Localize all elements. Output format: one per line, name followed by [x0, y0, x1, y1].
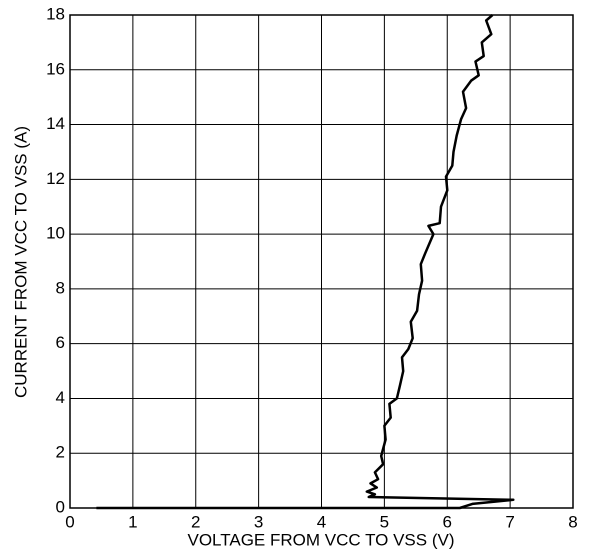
y-tick-label: 6 [56, 333, 65, 352]
y-tick-label: 16 [46, 59, 65, 78]
x-tick-label: 2 [191, 512, 200, 531]
x-tick-label: 4 [317, 512, 326, 531]
y-tick-label: 10 [46, 224, 65, 243]
y-tick-label: 12 [46, 169, 65, 188]
x-tick-label: 8 [568, 512, 577, 531]
x-axis-label: VOLTAGE FROM VCC TO VSS (V) [187, 530, 454, 549]
y-tick-label: 14 [46, 114, 65, 133]
data-line [96, 14, 515, 510]
x-tick-label: 5 [380, 512, 389, 531]
y-axis-label: CURRENT FROM VCC TO VSS (A) [11, 126, 30, 398]
y-tick-label: 8 [56, 278, 65, 297]
y-tick-label: 0 [56, 497, 65, 516]
x-tick-label: 0 [65, 512, 74, 531]
x-tick-label: 6 [443, 512, 452, 531]
x-tick-label: 7 [505, 512, 514, 531]
x-tick-label: 3 [254, 512, 263, 531]
y-tick-label: 2 [56, 443, 65, 462]
y-tick-label: 4 [56, 388, 65, 407]
x-tick-label: 1 [128, 512, 137, 531]
y-tick-label: 18 [46, 4, 65, 23]
